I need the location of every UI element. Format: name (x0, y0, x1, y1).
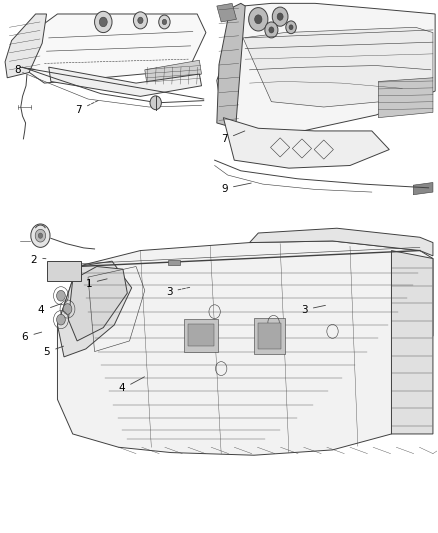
Polygon shape (413, 182, 433, 195)
Circle shape (57, 314, 65, 325)
Text: 4: 4 (119, 383, 125, 393)
Circle shape (265, 22, 278, 38)
Circle shape (159, 15, 170, 29)
Circle shape (286, 21, 296, 34)
Text: 9: 9 (221, 184, 228, 195)
Circle shape (269, 27, 274, 33)
Text: 5: 5 (43, 346, 50, 357)
Polygon shape (5, 14, 46, 78)
Bar (258, 324, 281, 349)
Text: 7: 7 (75, 104, 81, 115)
Polygon shape (217, 3, 435, 139)
Circle shape (277, 13, 283, 20)
Circle shape (134, 12, 148, 29)
Polygon shape (57, 241, 433, 455)
Text: 4: 4 (38, 305, 44, 315)
Circle shape (272, 7, 288, 26)
Bar (254, 318, 286, 354)
Text: 2: 2 (30, 255, 37, 264)
Circle shape (35, 229, 46, 242)
Circle shape (254, 15, 262, 24)
Circle shape (95, 11, 112, 33)
Polygon shape (392, 251, 433, 434)
Circle shape (249, 7, 268, 31)
Text: 1: 1 (86, 279, 92, 289)
Polygon shape (250, 228, 433, 256)
Circle shape (31, 224, 50, 247)
Text: 3: 3 (301, 305, 308, 315)
Circle shape (138, 17, 143, 23)
Polygon shape (378, 78, 433, 118)
Polygon shape (68, 266, 127, 341)
Circle shape (162, 19, 166, 25)
Circle shape (57, 290, 65, 301)
Bar (168, 260, 180, 265)
Circle shape (289, 25, 293, 30)
Polygon shape (223, 118, 389, 168)
Text: 8: 8 (14, 65, 21, 75)
Polygon shape (57, 261, 132, 357)
Bar (188, 324, 214, 346)
Bar (184, 319, 218, 352)
Polygon shape (49, 67, 201, 96)
Circle shape (99, 17, 107, 27)
Polygon shape (145, 60, 201, 84)
Polygon shape (243, 27, 433, 107)
Text: 6: 6 (21, 332, 28, 342)
Polygon shape (18, 14, 206, 83)
Circle shape (38, 233, 42, 238)
Text: 3: 3 (166, 287, 173, 297)
Polygon shape (217, 3, 245, 128)
Circle shape (63, 304, 72, 314)
Text: 7: 7 (221, 134, 228, 144)
Polygon shape (217, 3, 237, 22)
Circle shape (150, 96, 161, 110)
Bar (46, 261, 81, 281)
